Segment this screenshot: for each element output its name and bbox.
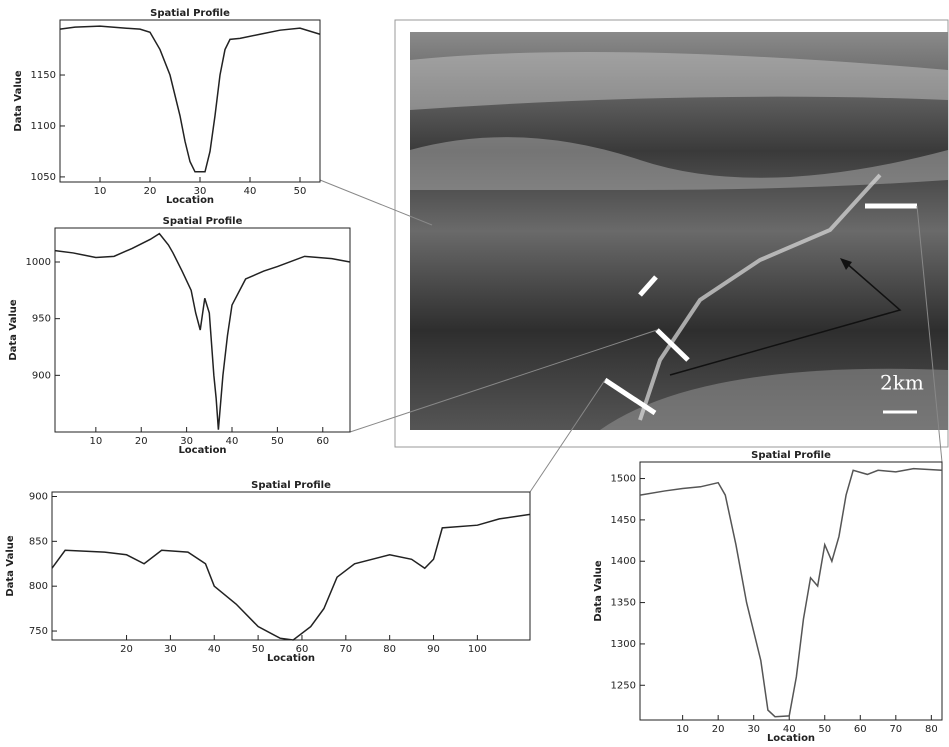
x-tick-label: 90 (427, 644, 440, 655)
plot-frame (640, 462, 942, 720)
y-axis-label: Data Value (8, 299, 19, 361)
y-tick-label: 1300 (611, 639, 636, 650)
y-tick-label: 850 (29, 536, 48, 547)
scale-label: 2km (880, 371, 924, 395)
x-tick-label: 10 (676, 724, 689, 735)
x-tick-label: 70 (889, 724, 902, 735)
y-tick-label: 900 (32, 370, 51, 381)
y-tick-label: 1100 (31, 121, 56, 132)
chart-title: Spatial Profile (751, 450, 831, 461)
chart-title: Spatial Profile (150, 8, 230, 19)
y-axis-label: Data Value (593, 560, 604, 622)
x-tick-label: 80 (383, 644, 396, 655)
y-tick-label: 950 (32, 314, 51, 325)
x-tick-label: 10 (94, 186, 107, 197)
x-axis-label: Location (166, 195, 214, 206)
plot-frame (55, 228, 350, 432)
x-tick-label: 30 (194, 186, 207, 197)
x-tick-label: 50 (818, 724, 831, 735)
x-tick-label: 40 (783, 724, 796, 735)
x-tick-label: 40 (208, 644, 221, 655)
x-tick-label: 40 (226, 436, 239, 447)
chart: Spatial Profile Location Data Value 10 20 30 4… (13, 8, 320, 206)
y-tick-label: 1250 (611, 680, 636, 691)
x-tick-label: 60 (296, 644, 309, 655)
y-axis-label: Data Value (5, 535, 16, 597)
chart-title: Spatial Profile (251, 480, 331, 491)
plot-frame (60, 20, 320, 182)
x-tick-label: 30 (164, 644, 177, 655)
y-tick-label: 1150 (31, 70, 56, 81)
y-tick-label: 1400 (611, 556, 636, 567)
chart-title: Spatial Profile (163, 216, 243, 227)
y-tick-label: 1350 (611, 598, 636, 609)
y-tick-label: 800 (29, 581, 48, 592)
y-tick-label: 900 (29, 491, 48, 502)
x-tick-label: 60 (854, 724, 867, 735)
y-tick-label: 1000 (26, 257, 51, 268)
terrain-image: 2km (320, 20, 948, 492)
x-tick-label: 20 (144, 186, 157, 197)
x-tick-label: 70 (339, 644, 352, 655)
x-tick-label: 60 (316, 436, 329, 447)
figure: 2km Spatial Profile Location Data Value 10 2… (0, 0, 949, 747)
y-tick-label: 1450 (611, 515, 636, 526)
x-tick-label: 30 (180, 436, 193, 447)
x-tick-label: 20 (120, 644, 133, 655)
x-tick-label: 100 (468, 644, 487, 655)
x-tick-label: 40 (244, 186, 257, 197)
x-tick-label: 10 (89, 436, 102, 447)
x-tick-label: 30 (747, 724, 760, 735)
x-tick-label: 20 (712, 724, 725, 735)
x-tick-label: 20 (135, 436, 148, 447)
x-tick-label: 80 (925, 724, 938, 735)
y-tick-label: 750 (29, 626, 48, 637)
x-tick-label: 50 (271, 436, 284, 447)
plot-frame (52, 492, 530, 640)
y-tick-label: 1500 (611, 474, 636, 485)
y-axis-label: Data Value (13, 70, 24, 132)
x-tick-label: 50 (294, 186, 307, 197)
x-tick-label: 50 (252, 644, 265, 655)
y-tick-label: 1050 (31, 172, 56, 183)
